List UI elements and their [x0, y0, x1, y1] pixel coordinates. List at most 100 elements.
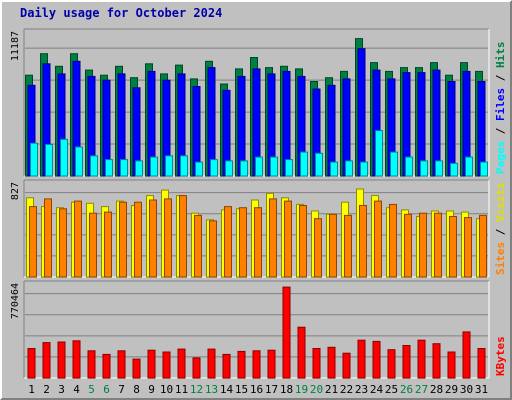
- x-tick-day-15: 15: [235, 383, 248, 396]
- bar-pages-day-6: [105, 159, 113, 177]
- bar-sites-day-7: [119, 201, 127, 278]
- bar-sites-day-26: [404, 213, 412, 278]
- legend-entry-files: Files: [494, 88, 507, 121]
- bar-sites-day-13: [209, 220, 217, 278]
- bar-pages-day-10: [165, 155, 173, 177]
- bar-sites-day-1: [29, 206, 37, 278]
- legend-entry-pages: Pages: [494, 141, 507, 174]
- legend-visits-sites: Sites / Visits: [494, 182, 507, 275]
- bar-sites-day-21: [329, 213, 337, 278]
- bar-sites-day-19: [299, 205, 307, 278]
- x-tick-day-31: 31: [475, 383, 488, 396]
- bar-kbytes-day-24: [372, 340, 381, 379]
- bar-sites-day-17: [269, 198, 277, 278]
- bar-kbytes-day-9: [147, 349, 156, 379]
- bar-sites-day-11: [179, 195, 187, 278]
- bar-pages-day-12: [195, 161, 203, 177]
- bar-sites-day-29: [449, 216, 457, 278]
- bar-pages-day-3: [60, 138, 68, 177]
- bar-kbytes-day-20: [312, 348, 321, 379]
- bar-sites-day-12: [194, 214, 202, 278]
- bar-kbytes-day-19: [297, 326, 306, 379]
- bar-kbytes-day-13: [207, 348, 216, 379]
- bar-sites-day-4: [74, 200, 82, 278]
- bar-kbytes-day-1: [27, 348, 36, 379]
- bar-sites-day-20: [314, 218, 322, 278]
- bar-pages-day-18: [285, 159, 293, 177]
- legend-separator: /: [494, 222, 507, 242]
- bar-kbytes-day-22: [342, 352, 351, 379]
- bar-kbytes-day-16: [252, 350, 261, 379]
- bar-pages-day-4: [75, 146, 83, 177]
- bar-kbytes-day-14: [222, 353, 231, 379]
- legend-entry-hits: Hits: [494, 42, 507, 69]
- bar-pages-day-23: [360, 161, 368, 177]
- bar-sites-day-16: [254, 207, 262, 278]
- bar-pages-day-27: [420, 160, 428, 177]
- bar-sites-day-30: [464, 217, 472, 278]
- bar-sites-day-3: [59, 208, 67, 278]
- bar-kbytes-day-31: [477, 348, 486, 379]
- legend-hits-files-pages: Pages / Files / Hits: [494, 42, 507, 175]
- bar-sites-day-24: [374, 200, 382, 278]
- bar-kbytes-day-10: [162, 351, 171, 379]
- bar-pages-day-31: [480, 161, 488, 177]
- bar-pages-day-8: [135, 160, 143, 177]
- x-tick-day-27: 27: [415, 383, 428, 396]
- bar-pages-day-21: [330, 161, 338, 177]
- legend-entry-visits: Visits: [494, 182, 507, 222]
- x-tick-day-24: 24: [370, 383, 384, 396]
- bar-pages-day-19: [300, 151, 308, 177]
- bar-kbytes-day-5: [87, 350, 96, 379]
- bar-kbytes-day-30: [462, 331, 471, 379]
- bar-sites-day-18: [284, 200, 292, 278]
- x-tick-day-21: 21: [325, 383, 338, 396]
- x-tick-day-7: 7: [118, 383, 125, 396]
- bar-sites-day-10: [164, 198, 172, 278]
- x-tick-day-11: 11: [175, 383, 188, 396]
- bar-sites-day-28: [434, 212, 442, 278]
- bar-pages-day-29: [450, 162, 458, 177]
- bar-sites-day-6: [104, 211, 112, 278]
- bar-sites-day-9: [149, 199, 157, 278]
- bar-sites-day-2: [44, 198, 52, 278]
- bar-kbytes-day-6: [102, 353, 111, 379]
- bar-kbytes-day-17: [267, 349, 276, 379]
- x-tick-day-4: 4: [73, 383, 80, 396]
- bar-pages-day-15: [240, 160, 248, 177]
- bar-kbytes-day-18: [282, 286, 291, 379]
- x-tick-day-2: 2: [43, 383, 50, 396]
- bar-kbytes-day-2: [42, 342, 51, 379]
- x-tick-day-28: 28: [430, 383, 443, 396]
- x-tick-day-26: 26: [400, 383, 413, 396]
- x-tick-day-14: 14: [220, 383, 234, 396]
- bar-kbytes-day-26: [402, 345, 411, 379]
- bar-sites-day-23: [359, 205, 367, 278]
- bar-sites-day-25: [389, 203, 397, 278]
- legend-separator: /: [494, 68, 507, 88]
- legend-entry-sites: Sites: [494, 242, 507, 275]
- bar-pages-day-30: [465, 156, 473, 177]
- legend-separator: /: [494, 121, 507, 141]
- bar-pages-day-7: [120, 159, 128, 177]
- bar-pages-day-14: [225, 160, 233, 177]
- x-tick-day-5: 5: [88, 383, 95, 396]
- bar-sites-day-8: [134, 201, 142, 278]
- bar-kbytes-day-11: [177, 348, 186, 379]
- bar-pages-day-5: [90, 155, 98, 177]
- x-tick-day-17: 17: [265, 383, 278, 396]
- x-tick-day-10: 10: [160, 383, 173, 396]
- x-tick-day-29: 29: [445, 383, 458, 396]
- max-label-kbytes: 770464: [10, 283, 21, 319]
- x-tick-day-9: 9: [148, 383, 155, 396]
- bar-kbytes-day-23: [357, 339, 366, 379]
- bar-sites-day-14: [224, 206, 232, 278]
- bar-sites-day-5: [89, 212, 97, 278]
- x-tick-day-8: 8: [133, 383, 140, 396]
- x-tick-day-6: 6: [103, 383, 110, 396]
- bar-pages-day-20: [315, 152, 323, 177]
- bar-pages-day-22: [345, 160, 353, 177]
- x-tick-day-25: 25: [385, 383, 398, 396]
- bar-pages-day-13: [210, 159, 218, 177]
